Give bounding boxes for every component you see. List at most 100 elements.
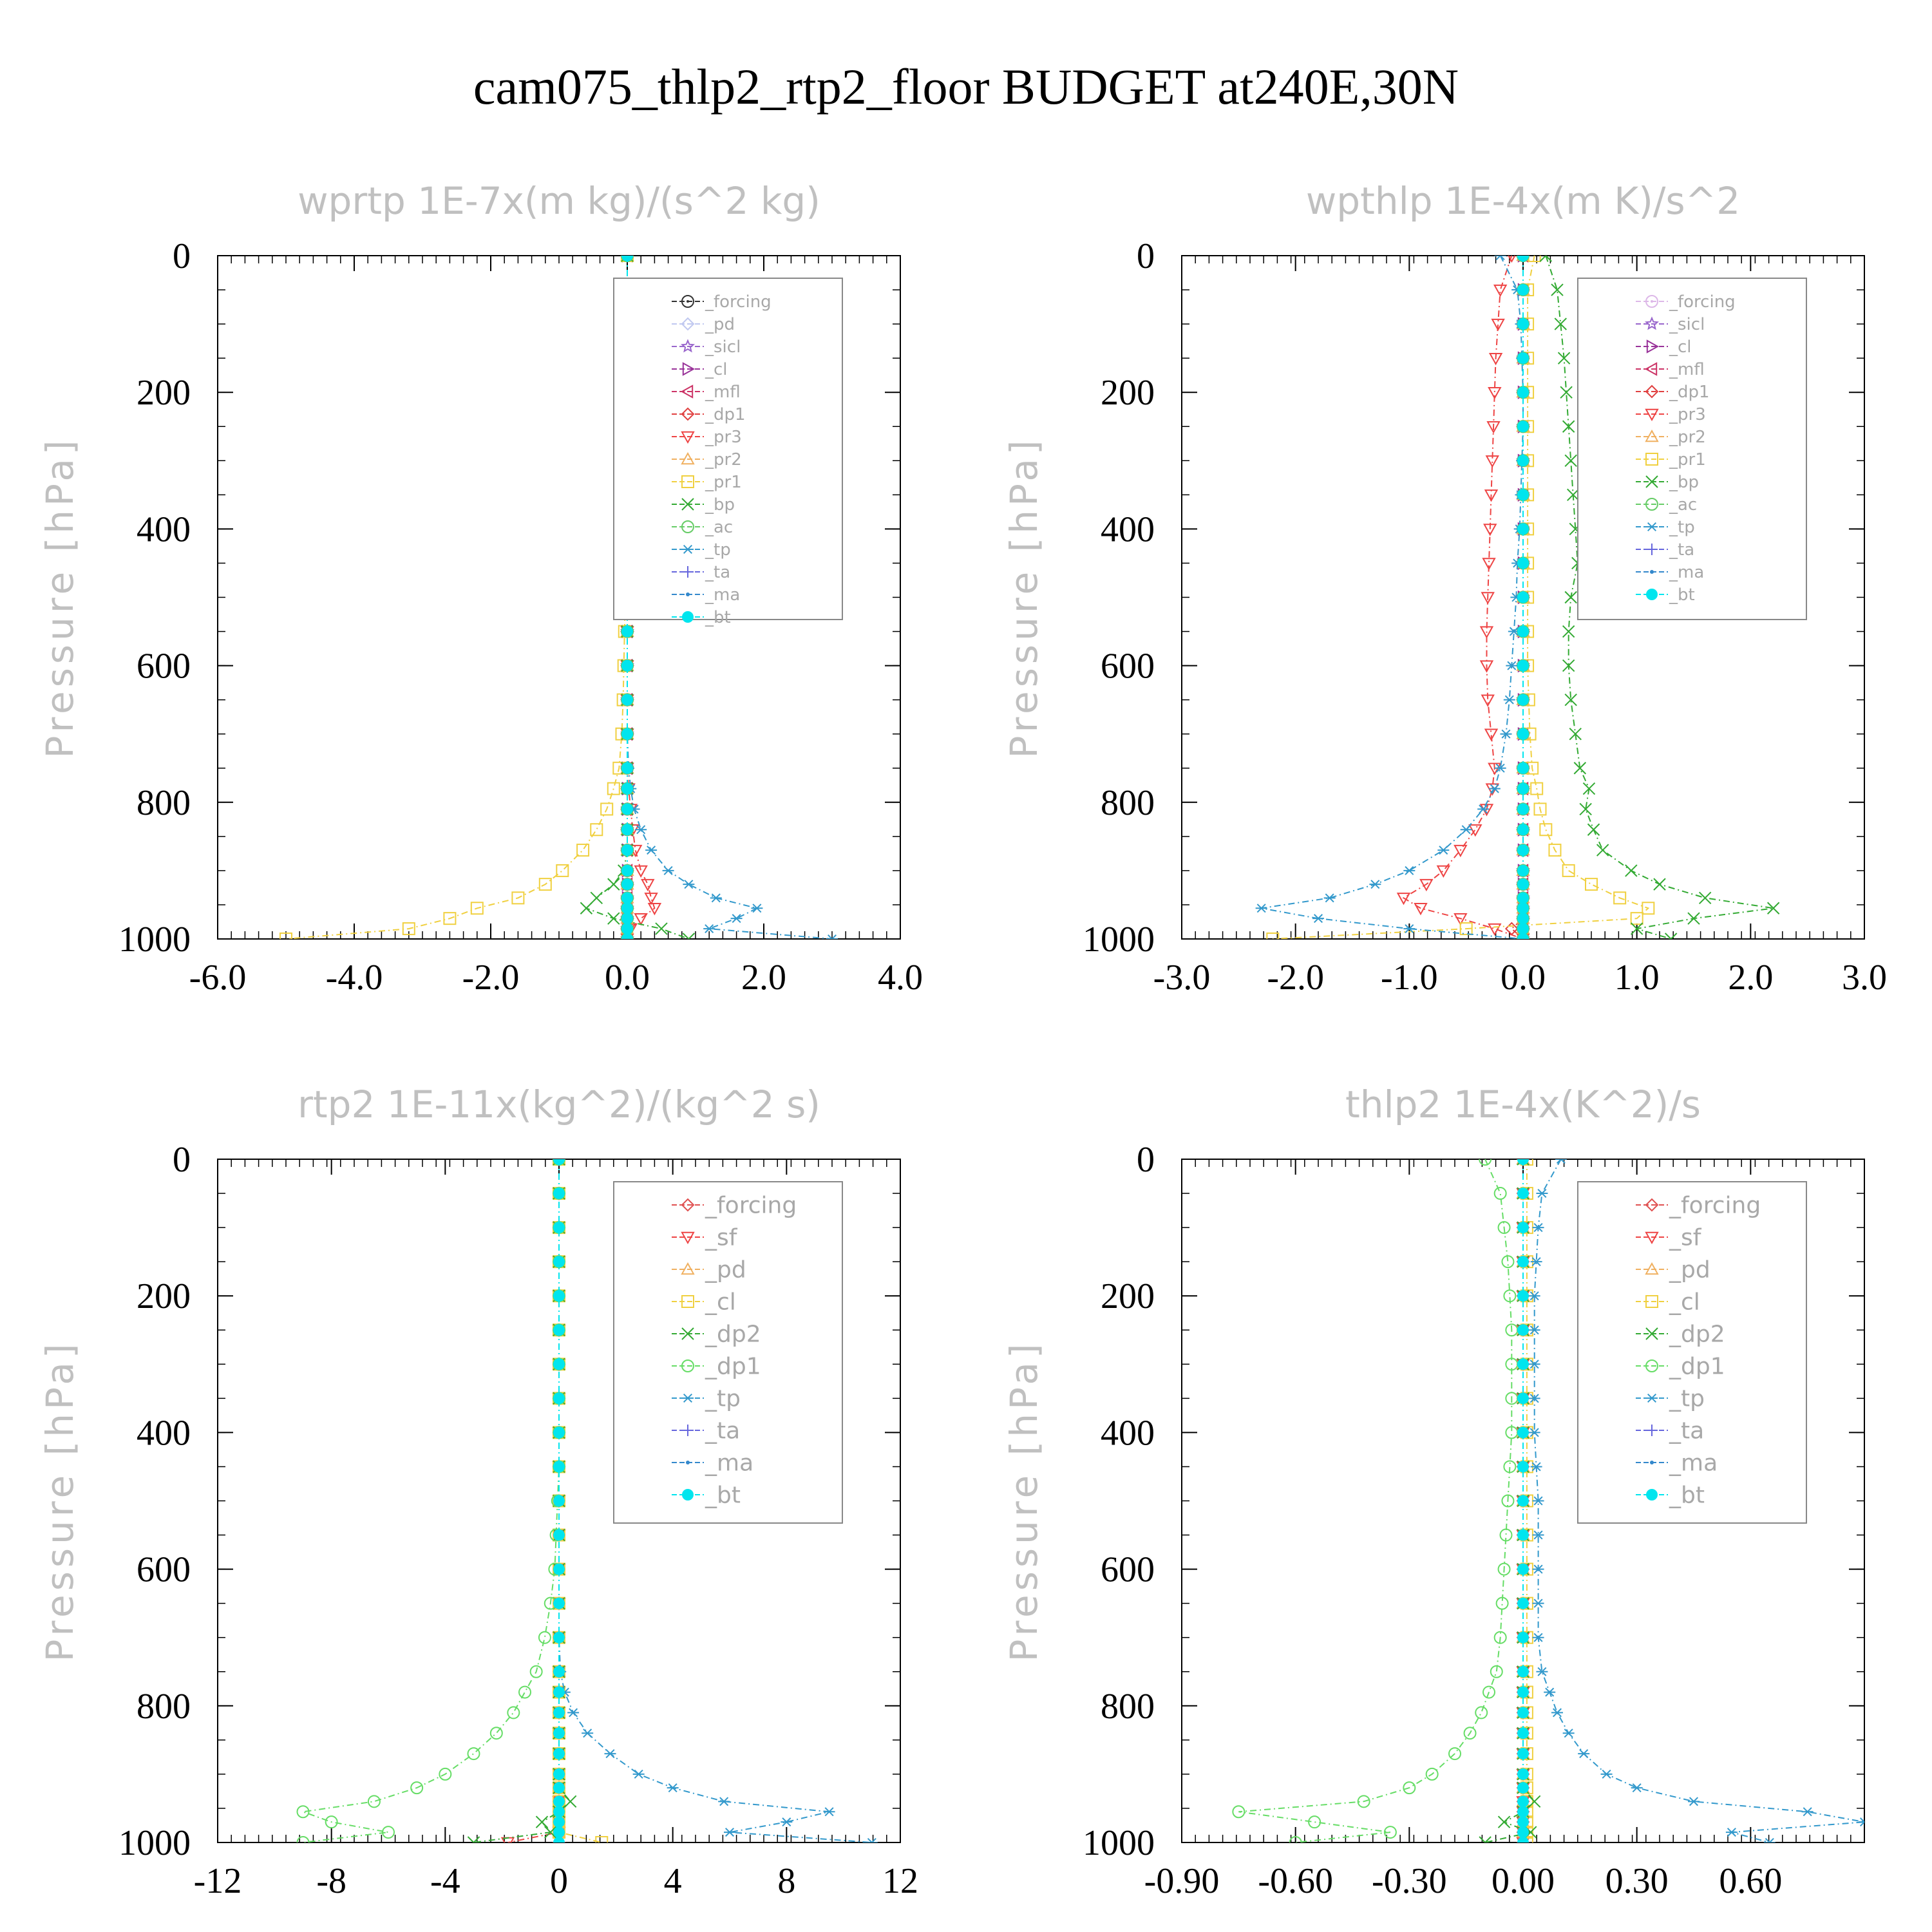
data-point-bt [553,1665,565,1678]
data-point-dp1 [325,1815,338,1829]
y-tick-label: 600 [1101,1550,1155,1590]
legend-label: _pd [705,1257,746,1283]
data-point-dp1 [367,1795,381,1808]
data-point-tp [751,904,763,913]
data-point-dp1 [1308,1815,1321,1829]
legend-label: _dp1 [705,405,746,424]
data-point-bt [1517,864,1529,876]
y-tick-label: 600 [137,647,191,687]
legend-label: _dp2 [705,1321,761,1348]
data-point-tp [724,1828,735,1837]
data-point-dp1 [1289,1836,1302,1842]
legend-marker [686,1461,690,1464]
data-point-bt [553,1631,565,1643]
legend-label: _bp [705,495,735,515]
legend-label: _cl [1669,337,1692,357]
data-point-bt [1517,892,1529,904]
data-point-pr3 [644,893,658,905]
legend-marker [1645,1359,1658,1372]
legend-marker [681,1198,695,1212]
data-point-tp [1688,1797,1700,1806]
legend-label: _tp [1669,1386,1705,1412]
data-point-cl [1520,1159,1533,1166]
legend-label: _sf [705,1225,738,1251]
data-point-dp1 [538,1631,551,1644]
y-tick-label: 800 [1101,1687,1155,1727]
data-point-dp1 [410,1781,424,1795]
data-point-dp1 [1501,1494,1515,1508]
data-point-bt [553,1495,565,1507]
data-point-bp [1564,454,1577,468]
data-point-tp [1763,1837,1776,1842]
data-point-bt [553,1290,565,1302]
y-tick-label: 1000 [1083,1823,1155,1863]
legend-marker [1645,429,1659,442]
legend-marker [1645,498,1658,511]
data-point-bt [1517,933,1529,939]
data-point-cl [595,1836,609,1842]
data-point-bt [1517,902,1529,914]
data-point-tp [1528,1428,1540,1437]
data-point-bp [1551,283,1564,296]
data-point-bt [1517,824,1529,836]
legend-label: _forcing [705,292,772,312]
data-point-dp1 [489,1727,503,1740]
data-point-pr3 [1493,284,1508,298]
data-point-bt [1517,1495,1529,1507]
legend-marker [681,1262,695,1275]
legend-label: _ac [1669,495,1697,515]
data-point-pr1 [576,844,590,857]
data-point-bt [553,1686,565,1698]
data-point-bt [1517,844,1529,857]
legend-label: _ta [1669,540,1694,560]
legend-marker [1646,1393,1658,1403]
legend-marker [1646,1425,1658,1436]
legend-marker [682,362,696,376]
data-point-bt [1517,728,1529,740]
data-point-tp [1725,1828,1738,1837]
legend-marker [1645,1231,1659,1245]
data-point-bt [1517,1707,1529,1719]
data-point-tp [1532,1530,1544,1540]
legend-label: _sf [1669,1225,1702,1251]
legend-label: _dp1 [1669,1354,1725,1380]
data-point-bt [621,923,633,935]
x-tick-label: 8 [777,1861,795,1901]
data-point-bt [1517,878,1529,891]
data-point-tp [1477,804,1490,814]
data-point-pr3 [1483,524,1497,536]
data-point-bp [1564,693,1577,706]
data-point-dp1 [507,1706,520,1719]
data-point-bt [1517,1782,1529,1794]
y-tick-label: 0 [173,236,191,276]
y-axis-label: Pressure [hPa] [38,436,82,758]
data-point-dp2 [1479,1836,1492,1842]
series-line-dp1 [1238,1159,1513,1842]
data-point-bp [1562,625,1575,638]
data-point-pr1 [1539,823,1553,837]
y-tick-label: 1000 [118,1823,191,1863]
legend-marker [681,1231,695,1245]
data-point-tp [1551,1708,1563,1718]
data-point-tp [781,1817,793,1827]
data-point-bt [1517,1256,1529,1268]
x-tick-label: 4 [664,1861,682,1901]
data-point-bt [553,1748,565,1760]
data-point-tp [1500,729,1512,739]
legend-marker [680,384,694,399]
data-point-bt [553,1837,565,1842]
data-point-tp [1578,1749,1590,1759]
data-point-tp [1600,1769,1613,1779]
data-point-pr3 [1419,878,1434,892]
data-point-bt [553,1782,565,1794]
data-point-tp [1532,1633,1544,1642]
data-point-bp [1653,878,1666,891]
legend-marker [682,611,694,623]
legend-marker-center [1651,300,1653,303]
data-point-bt [621,913,633,925]
panel-title: rtp2 1E-11x(kg^2)/(kg^2 s) [298,1083,820,1126]
data-point-bt [1517,1461,1529,1473]
data-point-bt [553,1795,565,1808]
data-point-tp [730,914,743,923]
